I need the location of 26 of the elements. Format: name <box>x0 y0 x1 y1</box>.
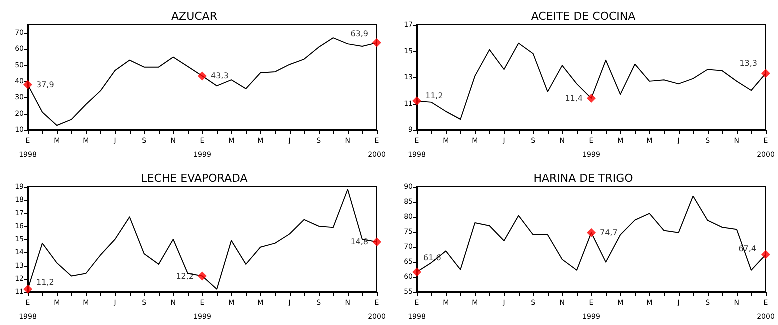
point <box>762 250 770 260</box>
point <box>372 238 382 247</box>
data-label: 74,7 <box>600 228 618 238</box>
data-label: 11,2 <box>426 92 444 101</box>
data-label: 37,9 <box>36 80 54 90</box>
data-label: 11,4 <box>565 94 583 103</box>
data-label: 12,2 <box>176 272 194 281</box>
point <box>198 272 207 281</box>
point <box>198 72 207 81</box>
data-label: 13,3 <box>740 59 758 68</box>
point <box>412 268 422 277</box>
data-label: 63,9 <box>350 29 368 38</box>
chart-title: ACEITE DE COCINA <box>531 10 636 23</box>
chart-title: HARINA DE TRIGO <box>534 172 634 185</box>
data-label: 14,8 <box>350 238 368 247</box>
point <box>24 80 32 90</box>
point <box>762 69 770 78</box>
point <box>587 228 596 238</box>
data-label: 11,2 <box>36 278 54 287</box>
point <box>24 284 32 294</box>
point <box>372 38 382 48</box>
data-label: 43,3 <box>211 72 229 81</box>
point <box>412 96 422 106</box>
chart-title: LECHE EVAPORADA <box>141 172 248 185</box>
point <box>587 94 596 103</box>
chart-title: AZUCAR <box>172 10 218 23</box>
